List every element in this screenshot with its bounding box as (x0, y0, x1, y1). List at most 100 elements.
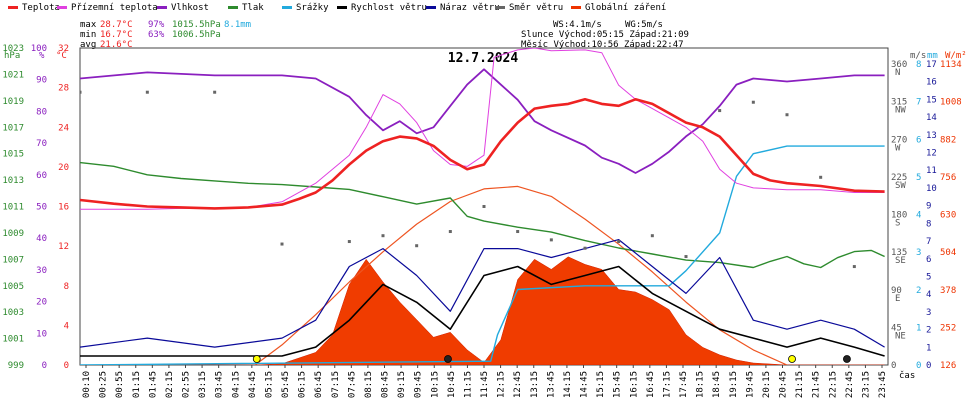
x-tick-label: 02:55 (182, 371, 192, 398)
rad-tick: 252 (940, 323, 956, 333)
pct-tick: 70 (36, 139, 47, 149)
x-tick-label: 06:15 (298, 371, 308, 398)
x-tick-label: 14:45 (580, 371, 590, 398)
temp-tick: 0 (64, 361, 69, 371)
wind-dir-point (785, 113, 789, 117)
legend-swatch (337, 6, 347, 9)
axis-title-pct_title: % (39, 51, 45, 61)
dir-tick: 225 (891, 173, 907, 183)
hpa-tick: 1003 (2, 308, 24, 318)
dir-name: NE (895, 331, 906, 341)
ms-tick: 6 (926, 255, 931, 265)
x-tick-label: 03:15 (198, 371, 208, 398)
wind-ws: WS:4.1m/s (553, 20, 602, 30)
mm-tick: 8 (916, 60, 921, 70)
hpa-tick: 999 (8, 361, 24, 371)
x-tick-label: 05:15 (264, 371, 274, 398)
dir-name: S (895, 219, 900, 229)
x-tick-label: 17:15 (662, 371, 672, 398)
legend-swatch (571, 6, 581, 9)
x-tick-label: 19:15 (729, 371, 739, 398)
wind-dir-point (80, 90, 82, 94)
temp-tick: 28 (58, 84, 69, 94)
mm-tick: 4 (916, 211, 921, 221)
temp-tick: 12 (58, 242, 69, 252)
hpa-tick: 1001 (2, 335, 24, 345)
x-tick-label: 01:45 (148, 371, 158, 398)
ground-temp-line (80, 48, 885, 210)
dir-tick: 90 (891, 286, 902, 296)
temp-tick: 32 (58, 44, 69, 54)
ms-tick: 14 (926, 113, 937, 123)
rad-tick: 756 (940, 173, 956, 183)
hpa-tick: 1019 (2, 97, 24, 107)
ms-tick: 13 (926, 131, 937, 141)
x-axis-label: čas (899, 370, 915, 381)
stat-max-temp: 28.7°C (100, 20, 133, 30)
axis-title-temp_title: °C (56, 51, 67, 61)
wind-dir-point (549, 238, 553, 242)
temp-tick: 16 (58, 203, 69, 213)
pct-tick: 30 (36, 266, 47, 276)
wind-dir-point (415, 244, 419, 248)
dir-tick: 180 (891, 211, 907, 221)
x-tick-label: 02:15 (165, 371, 175, 398)
stats-block: max 28.7°C 97% 1015.5hPa 8.1mm min 16.7°… (80, 20, 251, 50)
wind-dir-point (751, 100, 755, 104)
axis-title-hpa_title: hPa (4, 51, 20, 61)
x-tick-label: 15:15 (596, 371, 606, 398)
wind-dir-point (213, 90, 217, 94)
ms-tick: 8 (926, 219, 931, 229)
legend-label: Přízemní teplota (71, 3, 158, 13)
ms-tick: 16 (926, 78, 937, 88)
x-axis: 00:10 00:25 00:55 01:15 01:45 02:15 02:55 03:15… (82, 365, 915, 398)
plot-layer (80, 48, 885, 365)
x-tick-label: 23:45 (878, 371, 888, 398)
mm-tick: 0 (916, 361, 921, 371)
x-tick-label: 13:15 (530, 371, 540, 398)
x-tick-label: 05:45 (281, 371, 291, 398)
dir-tick: 0 (891, 361, 896, 371)
dir-tick: 45 (891, 323, 902, 333)
ms-tick: 3 (926, 308, 931, 318)
x-tick-label: 09:15 (397, 371, 407, 398)
stat-rain: 8.1mm (224, 20, 251, 30)
rad-tick: 378 (940, 286, 956, 296)
wind-wg: WG:5m/s (625, 20, 663, 30)
moonset-marker (843, 355, 851, 363)
wind-speed-line (80, 265, 885, 357)
x-tick-label: 01:15 (132, 371, 142, 398)
legend-swatch (8, 6, 18, 9)
temp-tick: 24 (58, 123, 69, 133)
x-tick-label: 10:15 (430, 371, 440, 398)
ms-tick: 11 (926, 166, 937, 176)
ms-tick: 4 (926, 290, 931, 300)
x-tick-label: 12:15 (497, 371, 507, 398)
mm-tick: 7 (916, 98, 921, 108)
wind-dir-point (145, 90, 149, 94)
radiation-clear-sky-line (254, 185, 788, 365)
dir-tick: 135 (891, 248, 907, 258)
radiation-area (80, 256, 885, 365)
wind-dir-point (347, 240, 351, 244)
x-tick-label: 09:45 (414, 371, 424, 398)
x-tick-label: 11:45 (480, 371, 490, 398)
x-tick-label: 16:45 (646, 371, 656, 398)
legend-swatch (157, 6, 167, 9)
legend-swatch (228, 6, 238, 9)
axes: 1023102110191017101510131011100910071005… (2, 44, 966, 371)
legend-label: Náraz větru (440, 3, 500, 13)
x-tick-label: 08:15 (364, 371, 374, 398)
x-tick-label: 08:45 (381, 371, 391, 398)
ms-tick: 2 (926, 326, 931, 336)
sunset-marker (788, 355, 796, 363)
dir-name: NW (895, 106, 906, 116)
stat-avg-temp: 21.6°C (100, 40, 133, 50)
stat-min-hum: 63% (148, 30, 165, 40)
x-tick-label: 20:45 (779, 371, 789, 398)
x-tick-label: 16:15 (629, 371, 639, 398)
legend-label: Teplota (22, 3, 60, 13)
dir-tick: 360 (891, 60, 907, 70)
x-tick-label: 15:45 (613, 371, 623, 398)
